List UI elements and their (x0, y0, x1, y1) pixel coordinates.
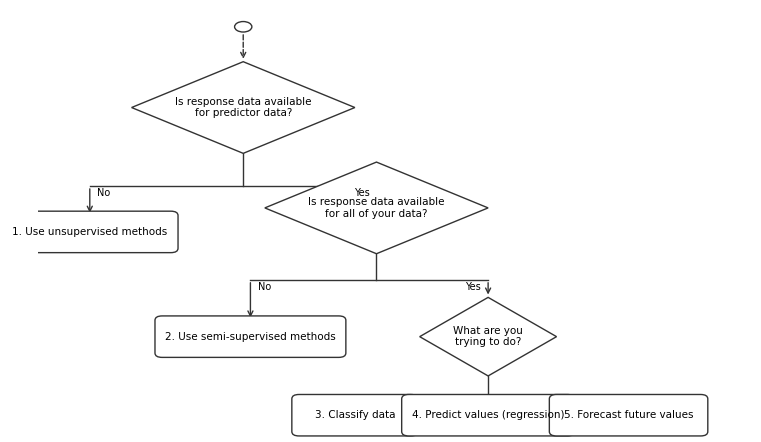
FancyBboxPatch shape (2, 211, 178, 253)
Text: 3. Classify data: 3. Classify data (314, 410, 395, 420)
FancyBboxPatch shape (402, 395, 575, 436)
FancyBboxPatch shape (549, 395, 708, 436)
Text: 2. Use semi-supervised methods: 2. Use semi-supervised methods (165, 332, 336, 342)
Polygon shape (265, 162, 488, 254)
Text: No: No (258, 282, 271, 292)
Text: Yes: Yes (354, 188, 369, 198)
Polygon shape (419, 297, 556, 376)
Text: Is response data available
for predictor data?: Is response data available for predictor… (175, 97, 311, 118)
Text: 4. Predict values (regression): 4. Predict values (regression) (412, 410, 565, 420)
Text: What are you
trying to do?: What are you trying to do? (454, 326, 523, 347)
Text: 1. Use unsupervised methods: 1. Use unsupervised methods (12, 227, 167, 237)
Text: No: No (97, 188, 110, 198)
Text: Yes: Yes (465, 282, 481, 292)
FancyBboxPatch shape (155, 316, 345, 358)
Polygon shape (132, 62, 355, 153)
Text: 5. Forecast future values: 5. Forecast future values (564, 410, 693, 420)
Text: Is response data available
for all of your data?: Is response data available for all of yo… (308, 197, 444, 219)
FancyBboxPatch shape (291, 395, 418, 436)
